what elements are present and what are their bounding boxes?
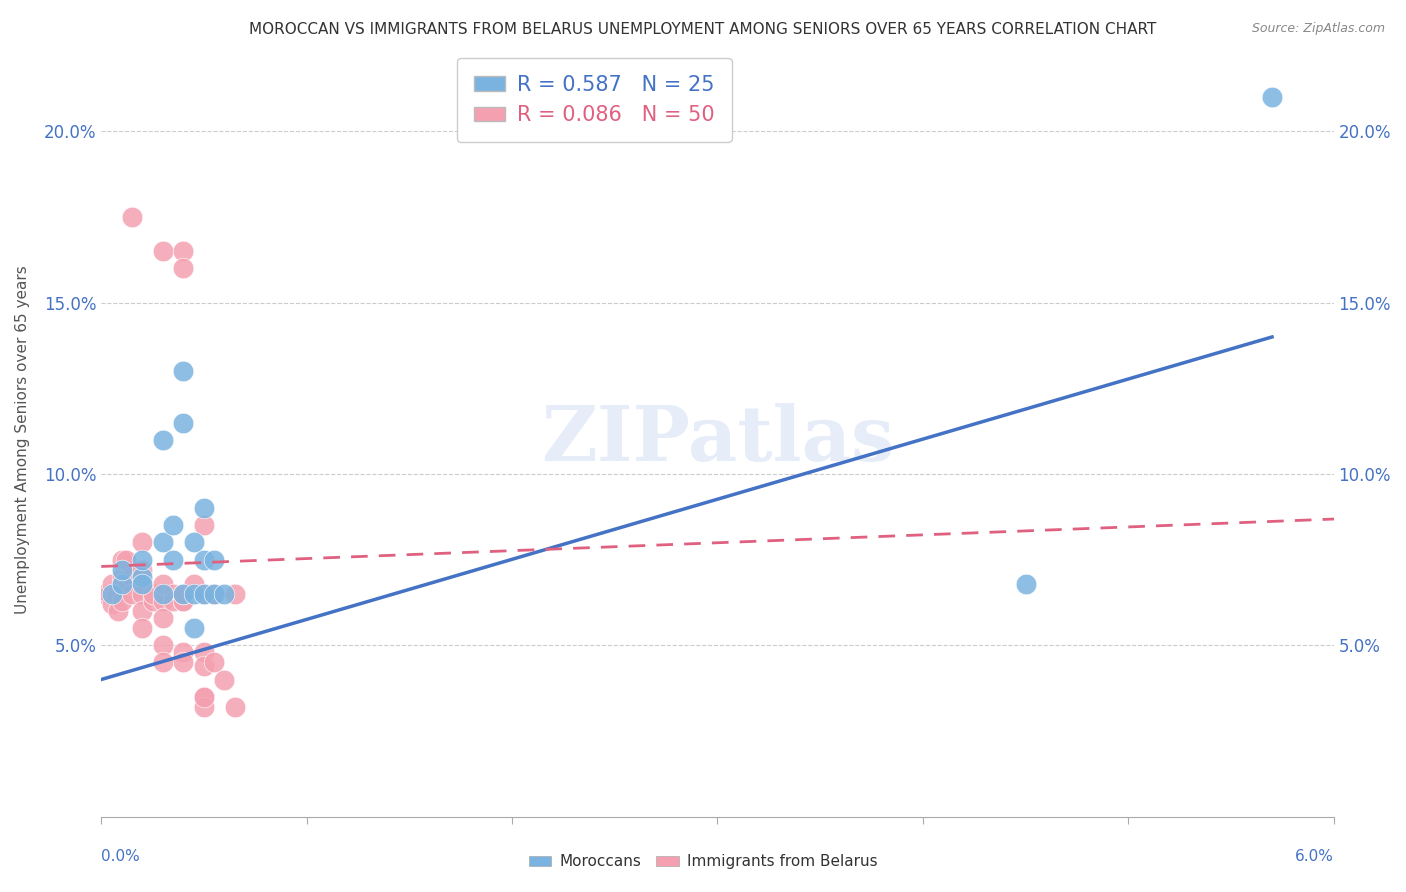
- Point: [1261, 90, 1284, 104]
- Point: [111, 570, 134, 584]
- Point: [142, 587, 165, 601]
- Point: [183, 587, 205, 601]
- Point: [193, 587, 215, 601]
- Point: [111, 563, 134, 577]
- Point: [162, 593, 184, 607]
- Point: [1014, 576, 1036, 591]
- Point: [193, 700, 215, 714]
- Point: [193, 518, 215, 533]
- Point: [131, 604, 153, 618]
- Point: [193, 658, 215, 673]
- Y-axis label: Unemployment Among Seniors over 65 years: Unemployment Among Seniors over 65 years: [15, 265, 30, 614]
- Point: [193, 690, 215, 704]
- Point: [121, 210, 143, 224]
- Point: [202, 587, 225, 601]
- Point: [152, 244, 174, 259]
- Point: [193, 645, 215, 659]
- Point: [111, 552, 134, 566]
- Point: [131, 552, 153, 566]
- Point: [131, 576, 153, 591]
- Point: [98, 587, 121, 601]
- Text: 6.0%: 6.0%: [1295, 849, 1334, 863]
- Point: [131, 621, 153, 635]
- Point: [121, 570, 143, 584]
- Point: [131, 576, 153, 591]
- Point: [214, 673, 236, 687]
- Point: [152, 535, 174, 549]
- Point: [152, 611, 174, 625]
- Point: [131, 563, 153, 577]
- Point: [131, 535, 153, 549]
- Point: [214, 587, 236, 601]
- Point: [172, 587, 194, 601]
- Point: [104, 587, 127, 601]
- Point: [172, 364, 194, 378]
- Legend: R = 0.587   N = 25, R = 0.086   N = 50: R = 0.587 N = 25, R = 0.086 N = 50: [457, 58, 731, 142]
- Point: [115, 552, 138, 566]
- Point: [131, 570, 153, 584]
- Point: [94, 587, 117, 601]
- Point: [152, 593, 174, 607]
- Point: [142, 593, 165, 607]
- Point: [107, 604, 129, 618]
- Legend: Moroccans, Immigrants from Belarus: Moroccans, Immigrants from Belarus: [523, 848, 883, 875]
- Point: [172, 416, 194, 430]
- Point: [152, 656, 174, 670]
- Point: [172, 593, 194, 607]
- Point: [111, 593, 134, 607]
- Point: [152, 587, 174, 601]
- Point: [117, 576, 139, 591]
- Point: [100, 587, 122, 601]
- Text: Source: ZipAtlas.com: Source: ZipAtlas.com: [1251, 22, 1385, 36]
- Point: [172, 587, 194, 601]
- Point: [183, 535, 205, 549]
- Point: [172, 261, 194, 276]
- Point: [172, 645, 194, 659]
- Point: [172, 656, 194, 670]
- Point: [172, 593, 194, 607]
- Point: [152, 576, 174, 591]
- Point: [224, 587, 246, 601]
- Point: [100, 576, 122, 591]
- Text: ZIPatlas: ZIPatlas: [541, 402, 894, 476]
- Point: [183, 576, 205, 591]
- Point: [100, 597, 122, 611]
- Point: [224, 700, 246, 714]
- Point: [152, 638, 174, 652]
- Point: [183, 621, 205, 635]
- Point: [202, 587, 225, 601]
- Point: [202, 656, 225, 670]
- Point: [193, 587, 215, 601]
- Point: [162, 552, 184, 566]
- Point: [131, 587, 153, 601]
- Point: [202, 552, 225, 566]
- Text: MOROCCAN VS IMMIGRANTS FROM BELARUS UNEMPLOYMENT AMONG SENIORS OVER 65 YEARS COR: MOROCCAN VS IMMIGRANTS FROM BELARUS UNEM…: [249, 22, 1157, 37]
- Point: [111, 576, 134, 591]
- Point: [152, 433, 174, 447]
- Point: [193, 501, 215, 516]
- Point: [162, 518, 184, 533]
- Point: [193, 690, 215, 704]
- Point: [162, 587, 184, 601]
- Point: [193, 552, 215, 566]
- Point: [121, 587, 143, 601]
- Point: [172, 244, 194, 259]
- Text: 0.0%: 0.0%: [101, 849, 141, 863]
